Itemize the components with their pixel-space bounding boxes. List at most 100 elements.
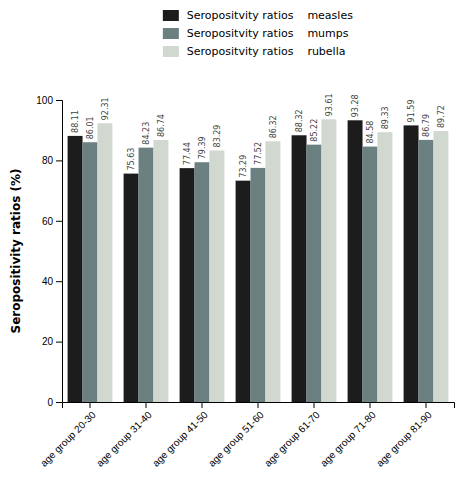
y-tick: 20 (42, 336, 62, 347)
bar (209, 150, 224, 402)
y-axis-title: Seropositivity ratios (%) (9, 169, 23, 334)
data-label: 89.33 (381, 106, 390, 129)
data-label: 73.29 (239, 155, 248, 178)
bar (251, 168, 266, 402)
legend: Seropositvity ratios measles Seropositvit… (163, 9, 353, 58)
x-tick-label: age group 20-30 (38, 409, 98, 469)
data-label: 86.01 (86, 116, 95, 139)
legend-swatch (163, 10, 179, 21)
data-label: 86.74 (157, 114, 166, 137)
legend-label: Seropositvity ratios rubella (187, 45, 346, 58)
y-tick: 60 (42, 216, 62, 227)
bar (419, 140, 434, 402)
data-labels: 88.11 75.63 77.44 73.29 88.32 93.28 91.59 86.01… (71, 93, 446, 177)
x-tick: age group 41-50 (150, 402, 210, 469)
legend-item: Seropositvity ratios rubella (163, 45, 346, 58)
data-label: 88.32 (295, 109, 304, 132)
x-tick: age group 31-40 (94, 402, 154, 469)
legend-item: Seropositvity ratios measles (163, 9, 353, 22)
x-axis-line (63, 403, 455, 409)
y-tick-mark (56, 281, 62, 282)
x-tick-mark (146, 402, 147, 408)
plot: 88.11 75.63 77.44 73.29 88.32 93.28 91.59 86.01… (36, 93, 454, 468)
chart: 88.11 75.63 77.44 73.29 88.32 93.28 91.59 86.01… (0, 0, 474, 494)
legend-label: Seropositvity ratios mumps (187, 27, 349, 40)
y-tick-label: 40 (42, 276, 54, 287)
x-tick-mark (202, 402, 203, 408)
x-tick: age group 20-30 (38, 402, 98, 469)
bar (195, 162, 210, 402)
data-label: 91.59 (407, 99, 416, 122)
bar (348, 120, 363, 402)
data-label: 84.23 (142, 122, 151, 145)
y-tick-label: 80 (42, 155, 54, 166)
bar (321, 119, 336, 402)
x-tick-label: age group 41-50 (150, 409, 210, 469)
y-tick: 100 (36, 95, 62, 106)
data-label: 86.79 (422, 114, 431, 137)
bars (68, 119, 449, 402)
y-tick-mark (56, 100, 62, 101)
bar (363, 147, 378, 402)
data-label: 92.31 (101, 97, 110, 120)
legend-swatch (163, 46, 179, 57)
bar (377, 132, 392, 402)
x-tick: age group 61-70 (262, 402, 322, 469)
bar (433, 131, 448, 402)
x-tick-label: age group 81-90 (374, 409, 434, 469)
data-label: 79.39 (198, 136, 207, 159)
x-tick-label: age group 31-40 (94, 409, 154, 469)
y-tick-mark (56, 342, 62, 343)
y-tick: 80 (42, 155, 62, 166)
data-label: 88.11 (71, 110, 80, 133)
legend-item: Seropositvity ratios mumps (163, 27, 349, 40)
x-tick-label: age group 61-70 (262, 409, 322, 469)
bar (307, 145, 322, 402)
y-tick: 40 (42, 276, 62, 287)
y-tick-label: 60 (42, 216, 54, 227)
bar (68, 136, 83, 402)
x-tick-mark (370, 402, 371, 408)
y-tick-mark (56, 160, 62, 161)
data-label: 86.32 (269, 115, 278, 138)
y-axis: 0 20 40 60 80 100 (36, 95, 62, 408)
x-tick-mark (258, 402, 259, 408)
y-tick: 0 (47, 397, 62, 408)
bar (180, 168, 195, 402)
y-axis-line (56, 101, 63, 403)
bar (153, 140, 168, 402)
bar (139, 148, 154, 402)
y-tick-mark (56, 402, 62, 403)
legend-label: Seropositvity ratios measles (187, 9, 353, 22)
data-label: 75.63 (127, 148, 136, 171)
bar (292, 135, 307, 402)
bar (97, 123, 112, 402)
x-tick: age group 81-90 (374, 402, 434, 469)
bar (124, 174, 139, 402)
data-label: 83.29 (213, 125, 222, 148)
data-label: 77.44 (183, 142, 192, 165)
data-label: 89.72 (437, 105, 446, 128)
y-tick-label: 100 (36, 95, 53, 106)
y-tick-label: 0 (47, 397, 53, 408)
y-tick-label: 20 (42, 336, 54, 347)
x-tick: age group 51-60 (206, 402, 266, 469)
data-label: 93.61 (325, 93, 334, 116)
data-label: 93.28 (351, 94, 360, 117)
y-tick-mark (56, 221, 62, 222)
bar (83, 142, 98, 402)
data-label: 77.52 (254, 142, 263, 165)
bar-series (68, 120, 419, 402)
legend-swatch (163, 28, 179, 39)
x-axis: age group 20-30age group 31-40age group … (38, 402, 454, 469)
data-label: 84.58 (366, 121, 375, 144)
bar (265, 141, 280, 402)
bar (404, 125, 419, 402)
x-tick: age group 71-80 (318, 402, 378, 469)
bar-series (97, 119, 448, 402)
x-tick-mark (426, 402, 427, 408)
x-tick-label: age group 71-80 (318, 409, 378, 469)
x-tick-label: age group 51-60 (206, 409, 266, 469)
x-tick-mark (90, 402, 91, 408)
bar (236, 181, 251, 402)
